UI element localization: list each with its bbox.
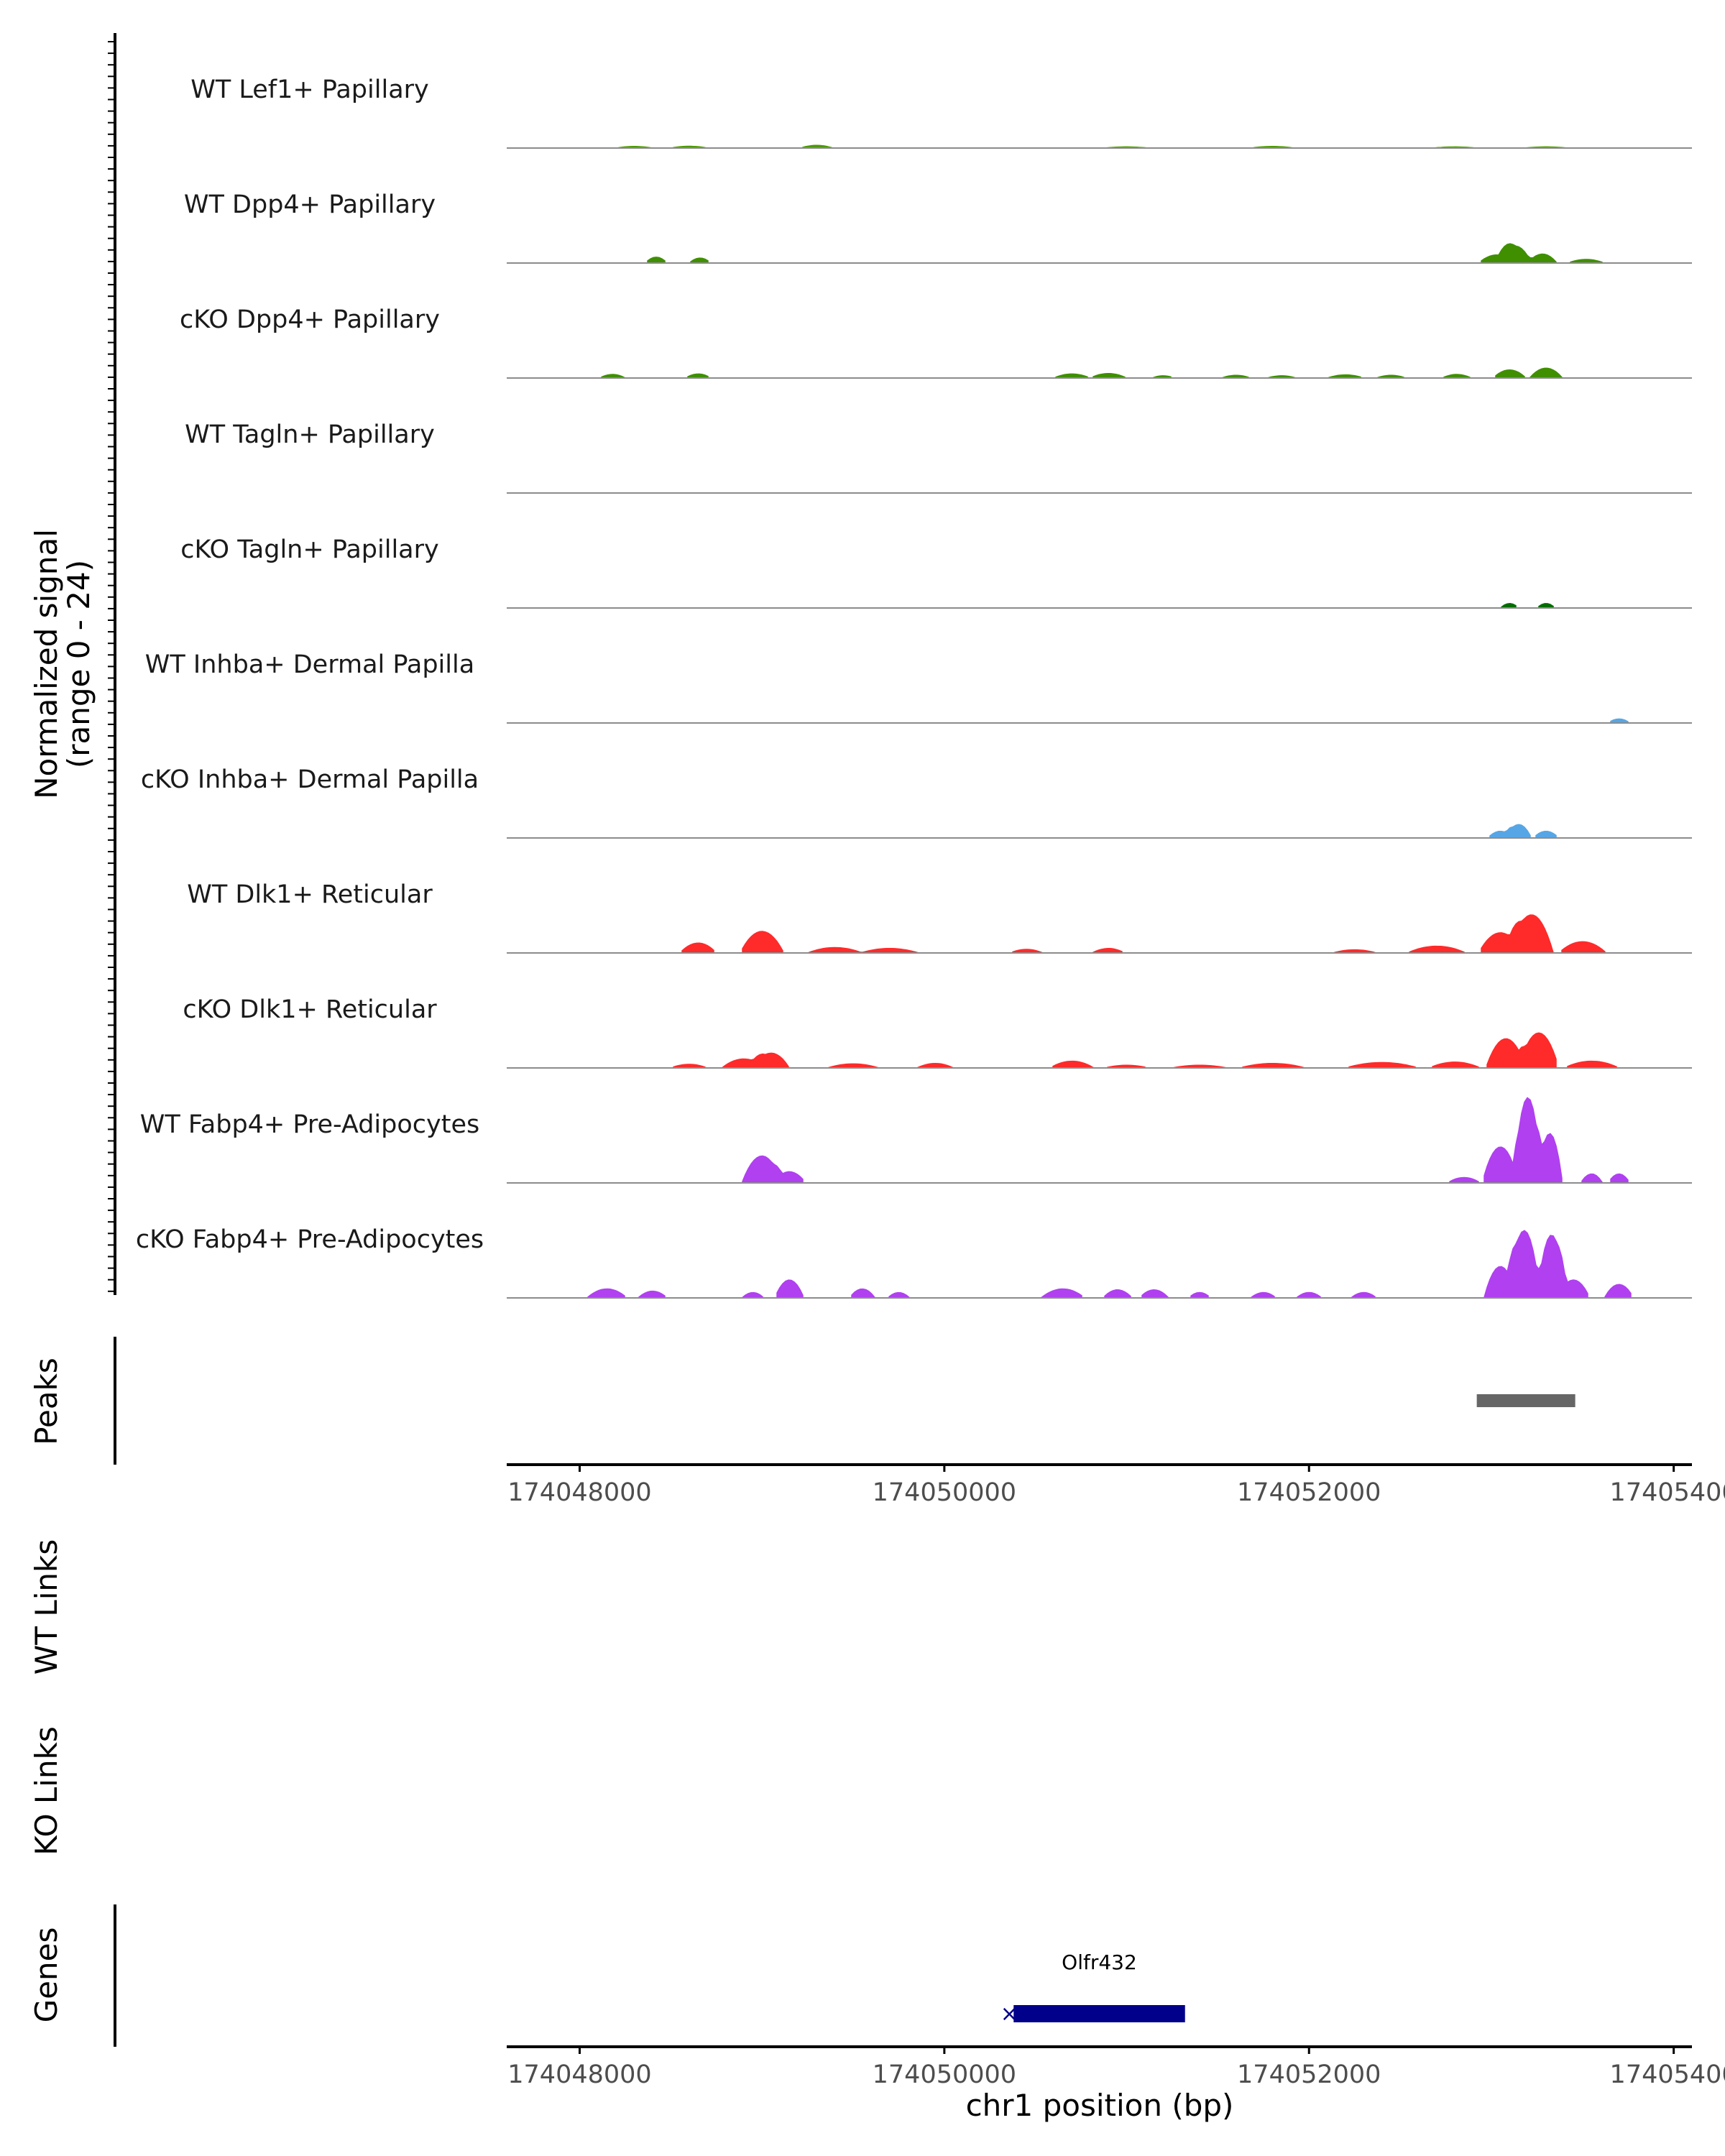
x-axis-top: 174048000 174050000 174052000 17405400 — [507, 1463, 1725, 1507]
track: WT Inhba+ Dermal Papilla — [145, 650, 1692, 724]
gene-name: Olfr432 — [1062, 1950, 1137, 1974]
coverage-y-ticks — [108, 41, 115, 1292]
x-tick-label: 17405400 — [1610, 1478, 1725, 1507]
track-label: WT Lef1+ Papillary — [190, 75, 429, 104]
track-signal — [586, 1230, 1632, 1299]
ko-links-label: KO Links — [29, 1726, 64, 1856]
coverage-tracks: WT Lef1+ Papillary WT Dpp4+ Papillary cKO … — [136, 75, 1692, 1299]
track-label: cKO Fabp4+ Pre-Adipocytes — [136, 1225, 484, 1254]
x-tick-label: 174052000 — [1237, 2060, 1381, 2089]
genes-panel: Genes × Olfr432 — [29, 1904, 1185, 2047]
track: cKO Fabp4+ Pre-Adipocytes — [136, 1225, 1692, 1299]
track-signal — [1489, 824, 1557, 839]
x-tick-label: 174050000 — [873, 1478, 1016, 1507]
track: WT Fabp4+ Pre-Adipocytes — [140, 1097, 1692, 1184]
x-axis-title: chr1 position (bp) — [966, 2088, 1234, 2123]
track: WT Dlk1+ Reticular — [187, 880, 1692, 954]
x-tick-label: 174052000 — [1237, 1478, 1381, 1507]
track-label: WT Tagln+ Papillary — [185, 420, 435, 449]
track-signal — [681, 914, 1606, 954]
track-label: WT Dlk1+ Reticular — [187, 880, 433, 909]
x-tick-label: 17405400 — [1610, 2060, 1725, 2089]
x-tick-label: 174048000 — [507, 1478, 651, 1507]
gene-body — [1013, 2005, 1185, 2022]
track-signal — [742, 1097, 1629, 1184]
track-label: cKO Dlk1+ Reticular — [183, 995, 437, 1024]
track-signal — [673, 1032, 1617, 1069]
x-tick-label: 174048000 — [507, 2060, 651, 2089]
peak-regions — [1476, 1394, 1576, 1407]
track-label: cKO Tagln+ Papillary — [180, 535, 439, 564]
track-label: WT Inhba+ Dermal Papilla — [145, 650, 474, 679]
track: cKO Dpp4+ Papillary — [180, 305, 1692, 379]
track-label: cKO Dpp4+ Papillary — [180, 305, 440, 334]
track: WT Tagln+ Papillary — [185, 420, 1692, 494]
gene-strand-marker: × — [1000, 2001, 1018, 2027]
track: cKO Inhba+ Dermal Papilla — [141, 765, 1692, 839]
track-label: WT Fabp4+ Pre-Adipocytes — [140, 1110, 479, 1139]
track-label: cKO Inhba+ Dermal Papilla — [141, 765, 479, 794]
genes-track-label: Genes — [29, 1927, 64, 2023]
peak-region — [1476, 1394, 1576, 1407]
track: cKO Dlk1+ Reticular — [183, 995, 1692, 1069]
gene-models: × Olfr432 — [1000, 1950, 1185, 2027]
coverage-panel: WT Lef1+ Papillary WT Dpp4+ Papillary cKO … — [29, 33, 1692, 1299]
track-signal — [601, 367, 1563, 379]
peaks-track-label: Peaks — [29, 1358, 64, 1445]
x-tick-label: 174050000 — [873, 2060, 1016, 2089]
x-axis-bottom: 174048000 174050000 174052000 17405400 — [507, 2045, 1725, 2089]
track: cKO Tagln+ Papillary — [180, 535, 1692, 609]
peaks-panel: Peaks — [29, 1337, 1576, 1465]
track: WT Dpp4+ Papillary — [184, 190, 1692, 264]
track: WT Lef1+ Papillary — [190, 75, 1692, 149]
wt-links-label: WT Links — [29, 1539, 64, 1674]
track-signal — [647, 243, 1603, 264]
coverage-y-range-label: (range 0 - 24) — [61, 560, 96, 768]
track-label: WT Dpp4+ Papillary — [184, 190, 436, 219]
coverage-y-label: Normalized signal — [29, 529, 64, 799]
